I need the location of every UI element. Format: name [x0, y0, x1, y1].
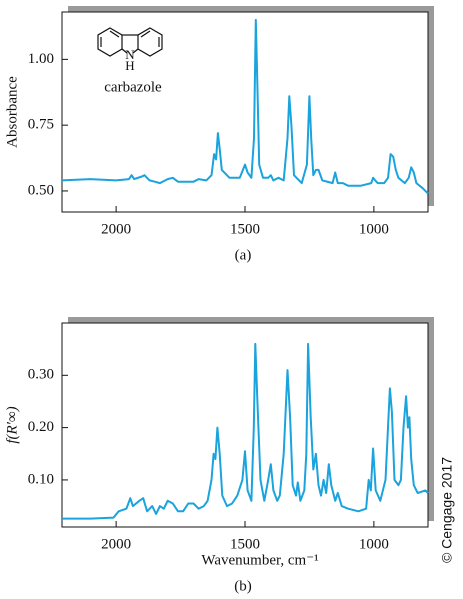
x-tick-label: 1000 [359, 221, 389, 237]
carbazole-structure: N H [97, 27, 163, 73]
x-tick-label: 2000 [101, 536, 131, 552]
spectrum-line [62, 342, 429, 520]
y-tick-label: 1.00 [28, 51, 54, 67]
caption: (b) [234, 578, 252, 594]
plot-frame [61, 11, 429, 213]
x-tick-label: 1500 [230, 221, 260, 237]
y-axis-label: f(R′∞) [4, 406, 20, 443]
panel: 2000 1500 1000 1.00 0.75 0.50 Absorbance (a) [4, 6, 434, 263]
atom-label: N [125, 47, 135, 62]
credit: © Cengage 2017 [439, 457, 455, 563]
atom-label: H [125, 58, 134, 73]
y-tick-label: 0.30 [28, 367, 54, 383]
x-tick-label: 1000 [359, 536, 389, 552]
y-tick-label: 0.20 [28, 419, 54, 435]
x-tick-label: 1500 [230, 536, 260, 552]
bond [132, 48, 139, 54]
annotation: carbazole [104, 79, 162, 95]
y-axis-label: Absorbance [4, 76, 20, 148]
y-tick-label: 0.10 [28, 471, 54, 487]
y-tick-label: 0.50 [28, 182, 54, 198]
spectrum-line [61, 18, 429, 195]
caption: (a) [235, 247, 252, 263]
bond [121, 48, 128, 54]
bond [140, 30, 151, 38]
plot-frame [61, 322, 429, 528]
x-axis-label: Wavenumber, cm⁻¹ [201, 552, 318, 568]
bond [109, 30, 120, 38]
y-tick-label: 0.75 [28, 117, 54, 133]
panel: 2000 1500 1000 0.30 0.20 0.10 f(R′∞) Wavenumber… [4, 317, 434, 594]
x-tick-label: 2000 [101, 221, 131, 237]
